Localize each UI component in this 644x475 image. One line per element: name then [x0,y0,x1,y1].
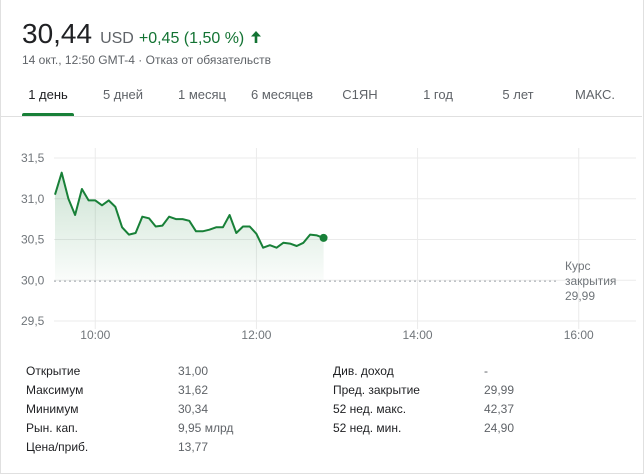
x-tick-label: 12:00 [241,328,271,342]
tab-5-days[interactable]: 5 дней [102,87,144,102]
y-tick-label: 31,0 [21,192,45,206]
x-tick-label: 14:00 [403,328,433,342]
stat-label-pe-ratio: Цена/приб. [26,440,89,454]
tab-1-month[interactable]: 1 месяц [178,87,226,102]
price-area [55,172,324,282]
tab-max[interactable]: МАКС. [575,87,615,102]
separator-dot: · [138,53,146,67]
tab-5-years[interactable]: 5 лет [502,87,534,102]
tab-1-year[interactable]: 1 год [423,87,453,102]
currency-code: USD [100,30,134,47]
price-chart[interactable]: 31,5 31,0 30,5 30,0 29,5 10:00 12:00 14:00 16:0… [0,120,644,352]
stat-value-pe-ratio: 13,77 [178,440,209,454]
stat-label-open: Открытие [26,364,81,378]
x-axis-labels: 10:00 12:00 14:00 16:00 [80,328,594,342]
y-tick-label: 30,0 [21,273,45,287]
current-price: 30,44 [22,18,93,49]
stat-label-52w-high: 52 нед. макс. [333,402,407,416]
y-tick-label: 29,5 [21,314,45,328]
last-price-point [319,233,328,242]
stat-value-open: 31,00 [178,364,209,378]
stat-value-dividend: - [484,364,488,378]
tab-1-day[interactable]: 1 день [28,87,68,102]
y-axis-labels: 31,5 31,0 30,5 30,0 29,5 [21,151,45,328]
y-tick-label: 30,5 [21,233,45,247]
stat-value-market-cap: 9,95 млрд [178,421,234,435]
y-tick-label: 31,5 [21,151,45,165]
stat-label-prev-close: Пред. закрытие [333,383,420,397]
stat-label-market-cap: Рын. кап. [26,421,78,435]
stat-value-prev-close: 29,99 [484,383,515,397]
stat-value-52w-high: 42,37 [484,402,515,416]
x-tick-label: 10:00 [80,328,110,342]
quote-timestamp: 14 окт., 12:50 GMT-4 [22,53,135,67]
tabs-divider [0,116,642,117]
previous-close-title-line1: Курс [565,259,591,273]
tab-6-months[interactable]: 6 месяцев [251,87,313,102]
range-tabs: 1 день 5 дней 1 месяц 6 месяцев С1ЯН 1 г… [0,74,642,118]
disclaimer-link[interactable]: Отказ от обязательств [145,53,272,67]
quote-subline: 14 окт., 12:50 GMT-4 · Отказ от обязател… [22,53,271,67]
previous-close-value: 29,99 [565,289,595,303]
stat-value-high: 31,62 [178,383,209,397]
previous-close-title-line2: закрытия [565,274,616,288]
arrow-up-icon [250,30,262,44]
x-tick-label: 16:00 [564,328,594,342]
price-line [54,171,324,249]
price-header: 30,44 USD +0,45 (1,50 %) [22,18,262,50]
tab-ytd[interactable]: С1ЯН [342,87,378,102]
stat-label-dividend: Див. доход [333,364,394,378]
active-tab-indicator [22,113,74,116]
stat-label-high: Максимум [26,383,84,397]
stat-label-low: Минимум [26,402,79,416]
stat-value-low: 30,34 [178,402,209,416]
price-change: +0,45 (1,50 %) [138,30,245,47]
stat-value-52w-low: 24,90 [484,421,515,435]
stat-label-52w-low: 52 нед. мин. [333,421,402,435]
